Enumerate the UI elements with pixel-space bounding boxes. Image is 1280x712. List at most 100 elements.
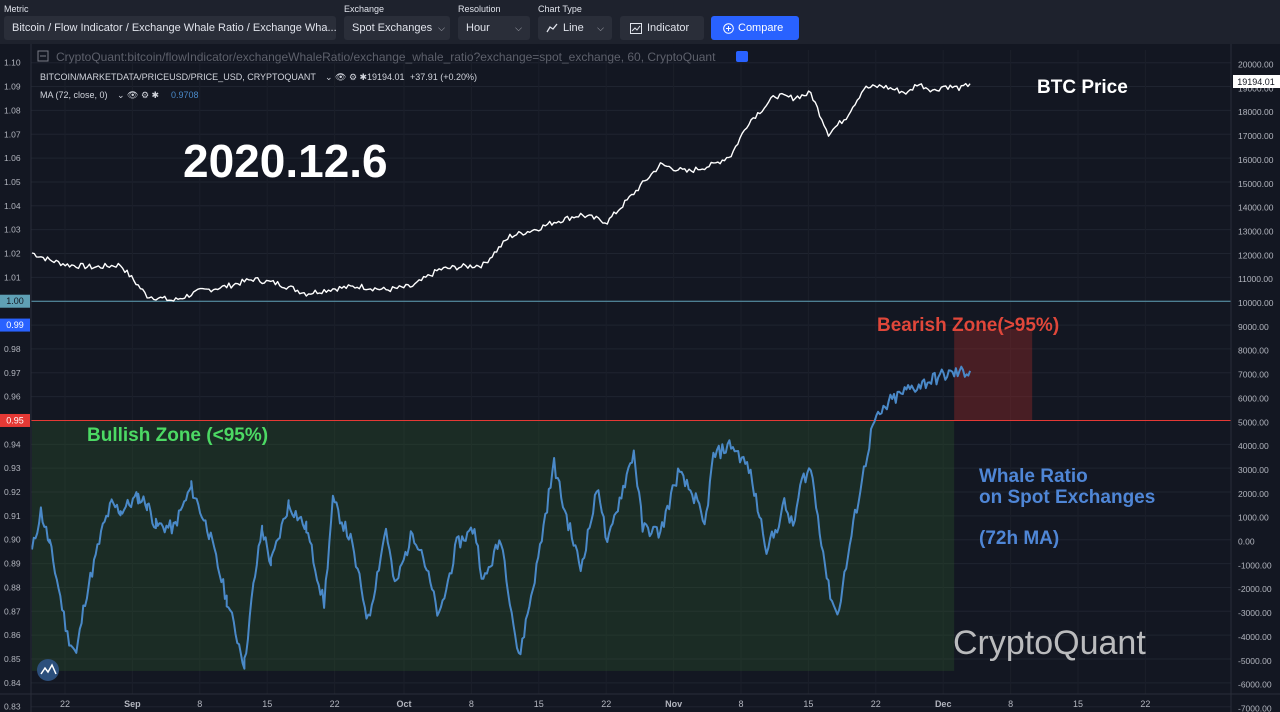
legend-price-name: BITCOIN/MARKETDATA/PRICEUSD/PRICE_USD, C… <box>40 72 316 82</box>
line-chart-icon <box>546 23 558 33</box>
exchange-select[interactable]: Spot Exchanges ⌵ <box>344 16 450 40</box>
right-tick-label: -7000.00 <box>1238 704 1272 712</box>
right-tick-label: 12000.00 <box>1238 250 1274 260</box>
charttype-value: Line <box>563 22 584 34</box>
legend-ma-name: MA (72, close, 0) <box>40 90 108 100</box>
ma-note-label: (72h MA) <box>979 528 1059 549</box>
right-tick-label: -5000.00 <box>1238 656 1272 666</box>
svg-text:19194.01: 19194.01 <box>1237 77 1275 87</box>
left-tick-label: 0.83 <box>4 702 21 712</box>
left-tick-label: 1.08 <box>4 105 21 115</box>
x-tick-label: 22 <box>871 699 881 709</box>
svg-text:0.99: 0.99 <box>6 320 24 330</box>
right-tick-label: 16000.00 <box>1238 155 1274 165</box>
left-tick-label: 1.09 <box>4 82 21 92</box>
x-tick-label: 8 <box>469 699 474 709</box>
left-tick-label: 1.04 <box>4 201 21 211</box>
charttype-label: Chart Type <box>538 4 582 14</box>
x-tick-label: Nov <box>665 699 682 709</box>
legend-source: CryptoQuant:bitcoin/flowIndicator/exchan… <box>56 50 716 64</box>
x-tick-label: Dec <box>935 699 952 709</box>
watermark: CryptoQuant <box>953 624 1146 662</box>
cryptoquant-logo-icon[interactable] <box>37 659 59 681</box>
x-tick-label: 15 <box>262 699 272 709</box>
left-tick-label: 0.93 <box>4 463 21 473</box>
bearish-zone-label: Bearish Zone(>95%) <box>877 315 1059 336</box>
right-tick-label: -2000.00 <box>1238 584 1272 594</box>
left-tick-label: 0.85 <box>4 654 21 664</box>
right-tick-label: 6000.00 <box>1238 393 1269 403</box>
compare-label: Compare <box>738 22 783 34</box>
right-tick-label: 7000.00 <box>1238 370 1269 380</box>
left-tick-label: 0.94 <box>4 439 21 449</box>
compare-button[interactable]: Compare <box>711 16 799 40</box>
refresh-icon[interactable] <box>736 51 748 62</box>
right-tick-label: 3000.00 <box>1238 465 1269 475</box>
legend-price-change: +37.91 (+0.20%) <box>410 72 477 82</box>
metric-value: Bitcoin / Flow Indicator / Exchange Whal… <box>12 22 336 34</box>
left-tick-label: 1.05 <box>4 177 21 187</box>
right-tick-label: 2000.00 <box>1238 489 1269 499</box>
svg-text:0.95: 0.95 <box>6 415 24 425</box>
toolbar: Metric Bitcoin / Flow Indicator / Exchan… <box>0 0 1280 44</box>
x-tick-label: 15 <box>1073 699 1083 709</box>
x-tick-label: 8 <box>1008 699 1013 709</box>
left-tick-label: 0.90 <box>4 535 21 545</box>
right-tick-label: -1000.00 <box>1238 560 1272 570</box>
price-last-badge: 19194.01 <box>1233 75 1280 88</box>
right-tick-label: 20000.00 <box>1238 60 1274 70</box>
x-tick-label: 22 <box>601 699 611 709</box>
right-tick-label: 11000.00 <box>1238 274 1273 284</box>
x-tick-label: 22 <box>60 699 70 709</box>
left-tick-label: 0.88 <box>4 582 21 592</box>
chevron-down-icon: ⌵ <box>591 23 604 34</box>
level-100-badge: 1.00 <box>0 295 30 308</box>
right-tick-label: -3000.00 <box>1238 608 1272 618</box>
x-tick-label: 22 <box>330 699 340 709</box>
metric-label: Metric <box>4 4 29 14</box>
indicator-label: Indicator <box>647 22 689 34</box>
right-tick-label: 17000.00 <box>1238 131 1274 141</box>
metric-select[interactable]: Bitcoin / Flow Indicator / Exchange Whal… <box>4 16 336 40</box>
x-tick-label: 15 <box>534 699 544 709</box>
x-tick-label: Sep <box>124 699 141 709</box>
exchange-value: Spot Exchanges <box>352 22 432 34</box>
plus-circle-icon <box>723 23 734 34</box>
legend-ma-settings[interactable]: ⌄ 👁 ⚙ ✱ <box>117 90 159 100</box>
right-tick-label: 13000.00 <box>1238 226 1274 236</box>
left-tick-label: 1.06 <box>4 153 21 163</box>
right-tick-label: 4000.00 <box>1238 441 1269 451</box>
right-tick-label: 0.00 <box>1238 537 1255 547</box>
x-tick-label: 15 <box>803 699 813 709</box>
left-tick-label: 0.97 <box>4 368 21 378</box>
left-tick-label: 1.03 <box>4 225 21 235</box>
bullish-zone <box>32 420 954 670</box>
left-tick-label: 0.84 <box>4 678 21 688</box>
left-tick-label: 0.92 <box>4 487 21 497</box>
resolution-label: Resolution <box>458 4 501 14</box>
left-tick-label: 0.89 <box>4 559 21 569</box>
right-tick-label: 9000.00 <box>1238 322 1269 332</box>
resolution-select[interactable]: Hour ⌵ <box>458 16 530 40</box>
date-annotation: 2020.12.6 <box>183 135 388 187</box>
bullish-zone-label: Bullish Zone (<95%) <box>87 425 268 446</box>
whale-ratio-label-2: on Spot Exchanges <box>979 487 1155 508</box>
indicator-button[interactable]: Indicator <box>620 16 704 40</box>
chart-area[interactable]: CryptoQuant:bitcoin/flowIndicator/exchan… <box>0 44 1280 712</box>
x-tick-label: 8 <box>197 699 202 709</box>
resolution-value: Hour <box>466 22 490 34</box>
left-tick-label: 0.98 <box>4 344 21 354</box>
right-tick-label: 10000.00 <box>1238 298 1274 308</box>
x-tick-label: 22 <box>1140 699 1150 709</box>
legend-price-settings[interactable]: ⌄ 👁 ⚙ ✱ <box>325 72 367 82</box>
left-tick-label: 1.01 <box>4 272 21 282</box>
charttype-select[interactable]: Line ⌵ <box>538 16 612 40</box>
level-095-badge: 0.95 <box>0 414 30 427</box>
right-tick-label: 14000.00 <box>1238 203 1274 213</box>
right-tick-label: 18000.00 <box>1238 107 1274 117</box>
btc-price-annotation: BTC Price <box>1037 77 1128 98</box>
x-tick-label: Oct <box>396 699 411 709</box>
x-tick-label: 8 <box>738 699 743 709</box>
right-tick-label: 8000.00 <box>1238 346 1269 356</box>
right-tick-label: 15000.00 <box>1238 179 1274 189</box>
